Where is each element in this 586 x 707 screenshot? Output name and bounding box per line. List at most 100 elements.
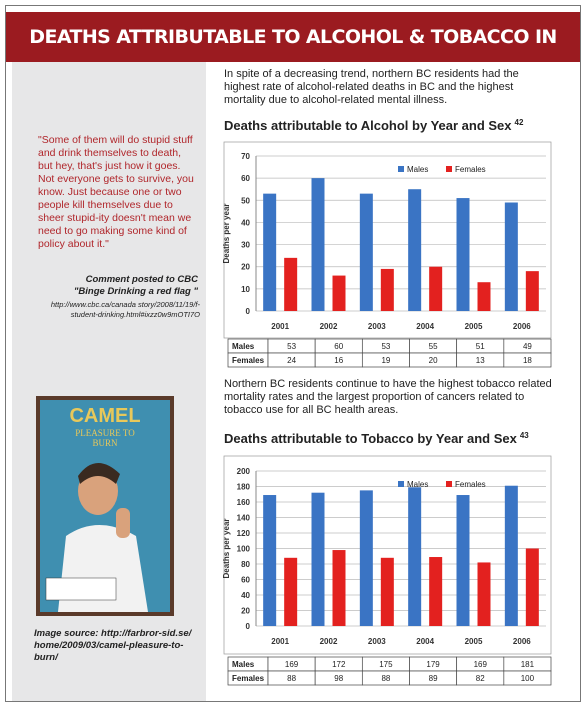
bar xyxy=(408,189,422,311)
bar xyxy=(311,178,325,311)
bar xyxy=(504,202,518,311)
table-value: 24 xyxy=(287,356,296,365)
y-tick-label: 20 xyxy=(241,263,250,272)
bar xyxy=(380,557,394,626)
x-tick-label: 2005 xyxy=(465,322,483,331)
table-value: 172 xyxy=(332,660,346,669)
table-value: 169 xyxy=(285,660,299,669)
x-tick-label: 2003 xyxy=(368,322,386,331)
table-value: 181 xyxy=(521,660,535,669)
x-tick-label: 2004 xyxy=(416,637,434,646)
legend-swatch xyxy=(446,481,452,487)
attribution: Comment posted to CBC "Binge Drinking a r… xyxy=(38,274,198,298)
y-axis-label: Deaths per year xyxy=(222,203,231,263)
footnote-ref: 43 xyxy=(520,431,529,440)
quote: "Some of them will do stupid stuff and d… xyxy=(38,134,194,250)
bar xyxy=(263,495,277,626)
y-tick-label: 60 xyxy=(241,174,250,183)
x-tick-label: 2006 xyxy=(513,637,531,646)
table-value: 89 xyxy=(429,674,438,683)
chart-title-text: Deaths attributable to Alcohol by Year a… xyxy=(224,118,512,133)
table-row-label: Females xyxy=(232,356,265,365)
y-tick-label: 40 xyxy=(241,218,250,227)
table-row-label: Females xyxy=(232,674,265,683)
table-row-label: Males xyxy=(232,342,255,351)
table-value: 175 xyxy=(379,660,393,669)
bar xyxy=(429,557,443,626)
table-value: 82 xyxy=(476,674,485,683)
table-value: 88 xyxy=(381,674,390,683)
legend-swatch xyxy=(446,166,452,172)
table-value: 53 xyxy=(287,342,296,351)
footnote-ref: 42 xyxy=(515,118,524,127)
plot-frame xyxy=(223,455,552,655)
y-tick-label: 0 xyxy=(246,307,251,316)
charts: Deaths attributable to Alcohol by Year a… xyxy=(222,118,552,686)
bar xyxy=(359,193,373,311)
table-value: 179 xyxy=(426,660,440,669)
table-value: 49 xyxy=(523,342,532,351)
table-value: 53 xyxy=(381,342,390,351)
x-tick-label: 2001 xyxy=(271,322,289,331)
y-tick-label: 60 xyxy=(241,576,250,585)
y-tick-label: 70 xyxy=(241,152,250,161)
y-axis-label: Deaths per year xyxy=(222,518,231,578)
x-tick-label: 2004 xyxy=(416,322,434,331)
intro-text: Northern BC residents continue to have t… xyxy=(224,378,552,416)
intro-text: In spite of a decreasing trend, northern… xyxy=(224,68,519,106)
legend-label: Males xyxy=(407,165,428,174)
camel-ad: CAMEL PLEASURE TO BURN xyxy=(36,396,174,616)
table-value: 169 xyxy=(474,660,488,669)
y-tick-label: 140 xyxy=(237,514,251,523)
bar xyxy=(380,268,394,311)
table-value: 100 xyxy=(521,674,535,683)
legend-swatch xyxy=(398,481,404,487)
y-tick-label: 30 xyxy=(241,241,250,250)
bar xyxy=(408,487,422,626)
bar xyxy=(456,495,470,626)
bar xyxy=(332,275,346,311)
table-value: 19 xyxy=(381,356,390,365)
bar xyxy=(311,492,325,626)
y-tick-label: 20 xyxy=(241,607,250,616)
table-value: 55 xyxy=(429,342,438,351)
bar xyxy=(332,550,346,626)
y-tick-label: 120 xyxy=(237,529,251,538)
ad-brand: CAMEL xyxy=(69,405,140,427)
chart-title: Deaths attributable to Alcohol by Year a… xyxy=(224,118,524,133)
x-tick-label: 2002 xyxy=(320,322,338,331)
source-url: http://www.cbc.ca/canada story/2008/11/1… xyxy=(50,300,200,319)
table-value: 51 xyxy=(476,342,485,351)
table-cell xyxy=(503,670,552,686)
ad-tagline-box: PLEASURE TO BURN xyxy=(75,428,135,448)
table-value: 88 xyxy=(287,674,296,683)
bar xyxy=(477,562,491,626)
chart-title-text: Deaths attributable to Tobacco by Year a… xyxy=(224,431,518,446)
y-tick-label: 0 xyxy=(246,622,251,631)
bar xyxy=(504,485,518,626)
x-tick-label: 2002 xyxy=(320,637,338,646)
x-tick-label: 2001 xyxy=(271,637,289,646)
bar xyxy=(525,271,539,311)
x-tick-label: 2005 xyxy=(465,637,483,646)
plot-frame xyxy=(223,141,552,339)
attribution-source: Comment posted to CBC xyxy=(85,274,198,285)
ad-face xyxy=(78,467,118,515)
header-title: DEATHS ATTRIBUTABLE TO ALCOHOL & TOBACCO… xyxy=(6,12,580,98)
x-tick-label: 2006 xyxy=(513,322,531,331)
attribution-title: "Binge Drinking a red flag " xyxy=(73,286,198,297)
y-tick-label: 200 xyxy=(237,467,251,476)
y-tick-label: 160 xyxy=(237,498,251,507)
bar xyxy=(525,548,539,626)
table-value: 98 xyxy=(334,674,343,683)
table-value: 18 xyxy=(523,356,532,365)
legend-label: Females xyxy=(455,165,486,174)
legend-swatch xyxy=(398,166,404,172)
bar xyxy=(284,257,298,311)
y-tick-label: 180 xyxy=(237,483,251,492)
bar xyxy=(477,282,491,311)
ad-hand xyxy=(116,508,130,538)
ad-tagline: PLEASURE TO BURN xyxy=(75,428,135,448)
y-tick-label: 100 xyxy=(237,545,251,554)
